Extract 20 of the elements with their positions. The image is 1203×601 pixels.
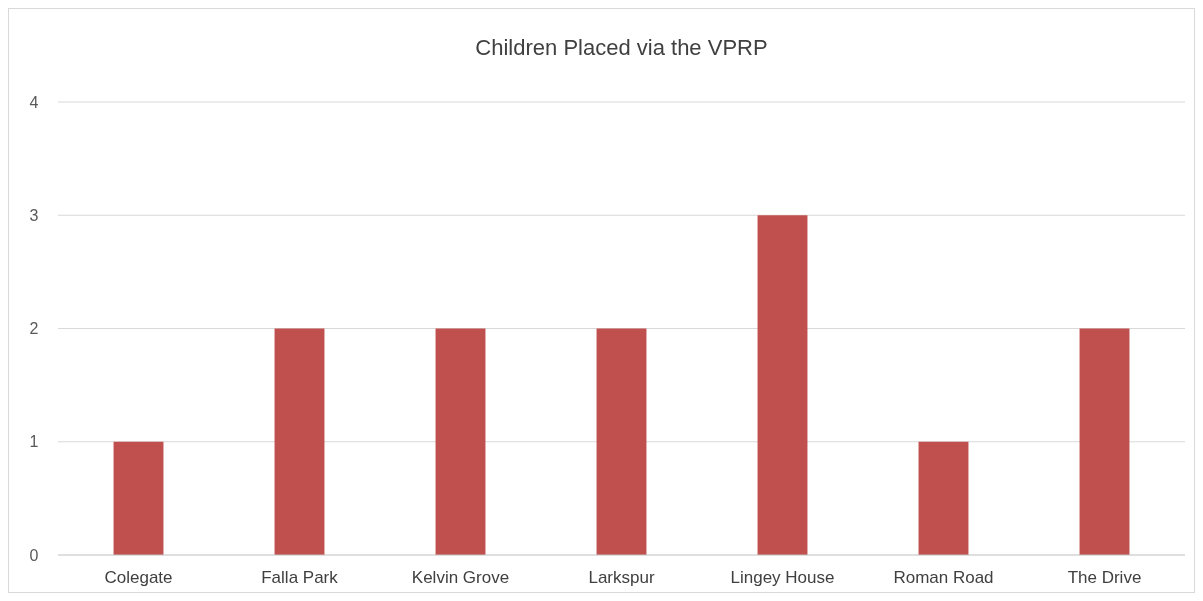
x-tick-label: Larkspur: [588, 568, 655, 587]
x-tick-label: Roman Road: [893, 568, 994, 587]
bar: [274, 328, 325, 555]
bar: [1079, 328, 1130, 555]
x-tick-label: The Drive: [1067, 568, 1142, 587]
x-tick-label: Kelvin Grove: [411, 568, 510, 587]
y-tick-label: 3: [29, 206, 39, 224]
x-tick-label: Falla Park: [261, 568, 339, 587]
bar: [757, 215, 808, 555]
y-tick-label: 2: [29, 320, 39, 338]
y-tick-label: 0: [29, 546, 39, 564]
bar: [596, 328, 647, 555]
bar: [918, 441, 969, 555]
chart-title: Children Placed via the VPRP: [475, 35, 768, 60]
x-tick-label: Colegate: [104, 568, 173, 587]
y-tick-label: 1: [29, 433, 39, 451]
bar: [113, 441, 164, 555]
x-tick-label: Lingey House: [730, 568, 835, 587]
y-tick-label: 4: [29, 93, 39, 111]
bar: [435, 328, 486, 555]
